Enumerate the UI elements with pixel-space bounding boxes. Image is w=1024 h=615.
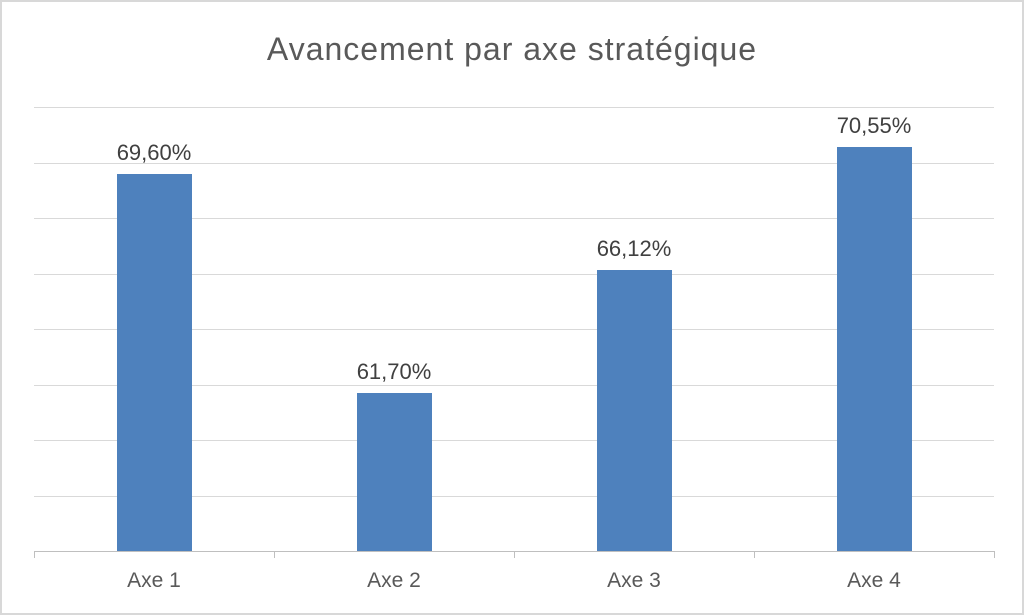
x-axis-tick <box>274 551 275 558</box>
gridline <box>34 273 994 275</box>
bar-axe-3 <box>596 270 672 551</box>
plot-area: 69,60% Axe 1 61,70% Axe 2 66,12% Axe 3 70,55% A… <box>34 107 995 592</box>
gridline <box>34 329 994 330</box>
category-label-axe-2: Axe 2 <box>367 569 421 592</box>
x-axis-tick <box>754 551 755 558</box>
value-label-axe-4: 70,55% <box>836 113 912 139</box>
category-label-axe-1: Axe 1 <box>127 569 181 592</box>
bar-axe-1 <box>116 173 192 551</box>
value-label-axe-1: 69,60% <box>116 139 192 165</box>
gridline <box>34 440 994 441</box>
value-label-axe-3: 66,12% <box>596 236 672 262</box>
bar-axe-2 <box>356 392 432 551</box>
gridline <box>34 495 994 497</box>
x-axis-tick <box>514 551 515 558</box>
x-axis-tick <box>994 551 995 558</box>
category-label-axe-4: Axe 4 <box>847 569 901 592</box>
gridline <box>34 107 994 108</box>
category-label-axe-3: Axe 3 <box>607 569 661 592</box>
chart-title: Avancement par axe stratégique <box>266 31 758 67</box>
gridline <box>34 218 994 219</box>
gridline <box>34 162 994 164</box>
gridline <box>34 384 994 386</box>
value-label-axe-2: 61,70% <box>356 358 432 384</box>
bar-axe-4 <box>836 147 912 551</box>
x-axis-tick <box>34 551 35 558</box>
